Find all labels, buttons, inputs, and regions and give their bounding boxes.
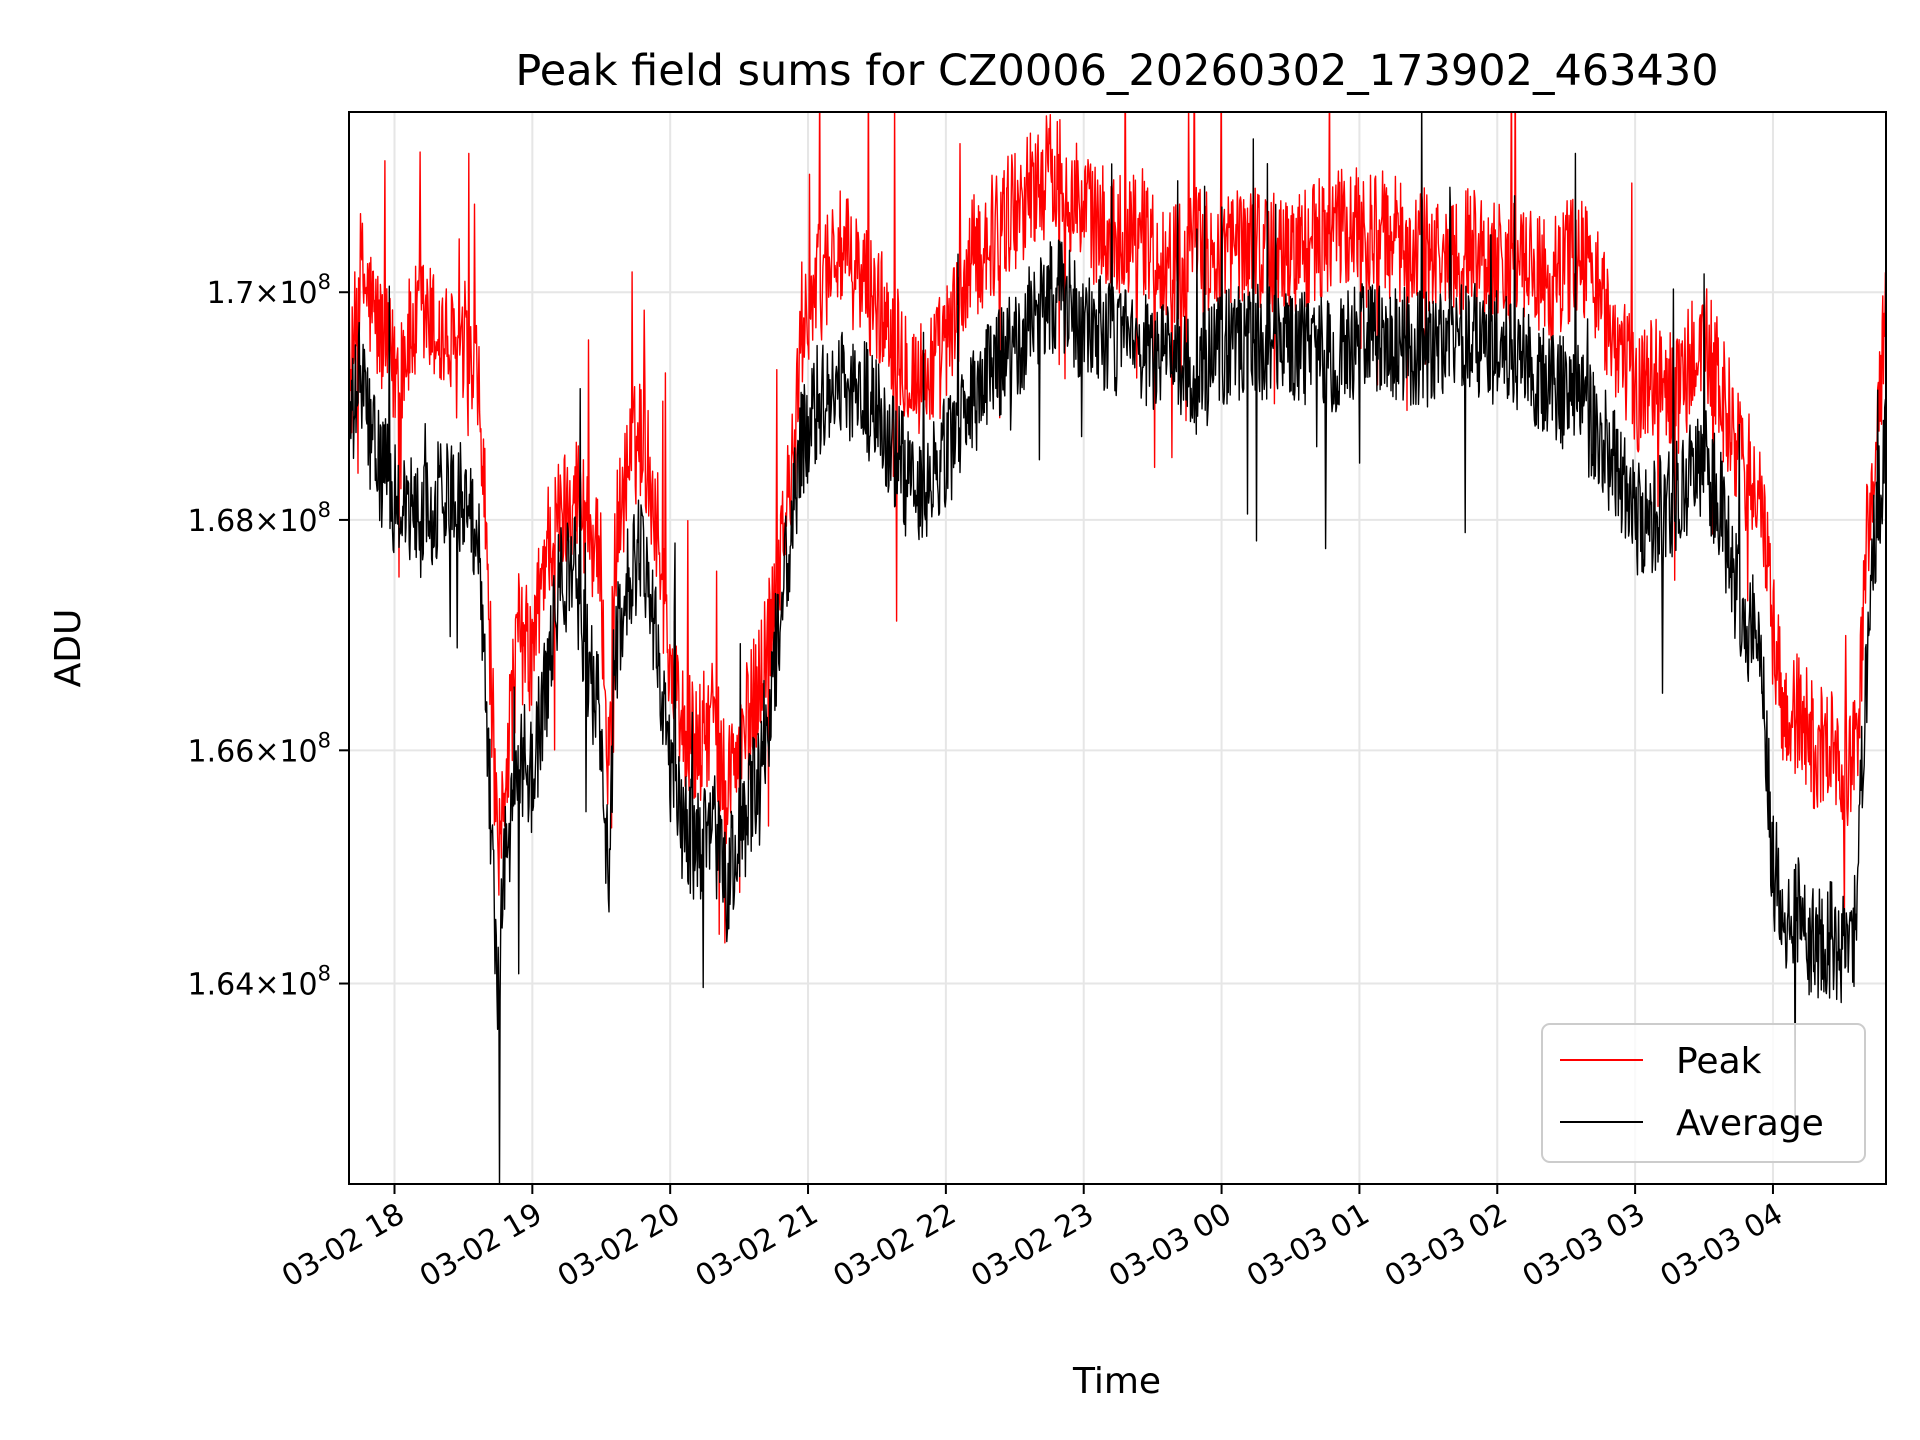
legend-box [1541, 1023, 1866, 1163]
y-tick-label: 1.64×108 [188, 962, 331, 1003]
series-line-peak [349, 112, 1886, 944]
legend-label-peak: Peak [1676, 1041, 1762, 1082]
series-layer [349, 112, 1886, 1184]
y-tick-exponent: 8 [318, 728, 331, 752]
y-tick-mantissa: 1.7 [207, 276, 255, 311]
y-tick-mantissa: 1.68 [188, 504, 255, 539]
y-tick-exponent: 8 [318, 962, 331, 986]
series-line-average [349, 112, 1886, 1184]
plot-frame [348, 111, 1887, 1185]
y-tick-exponent: 8 [318, 270, 331, 294]
y-tick-label: 1.7×108 [207, 270, 331, 311]
chart-title: Peak field sums for CZ0006_20260302_1739… [515, 46, 1718, 96]
legend-label-average: Average [1676, 1103, 1824, 1144]
y-tick-label: 1.68×108 [188, 498, 331, 539]
x-axis-title: Time [1072, 1361, 1161, 1402]
y-tick-exponent: 8 [318, 498, 331, 522]
y-axis-ticks: 1.64×108 1.66×108 1.68×108 1.7×108 [188, 270, 349, 1003]
y-tick-mantissa: 1.66 [188, 734, 255, 769]
legend: Peak Average [1541, 1023, 1866, 1163]
y-tick-mantissa: 1.64 [188, 968, 255, 1003]
y-tick-label: 1.66×108 [188, 728, 331, 769]
y-axis-title: ADU [48, 609, 89, 688]
